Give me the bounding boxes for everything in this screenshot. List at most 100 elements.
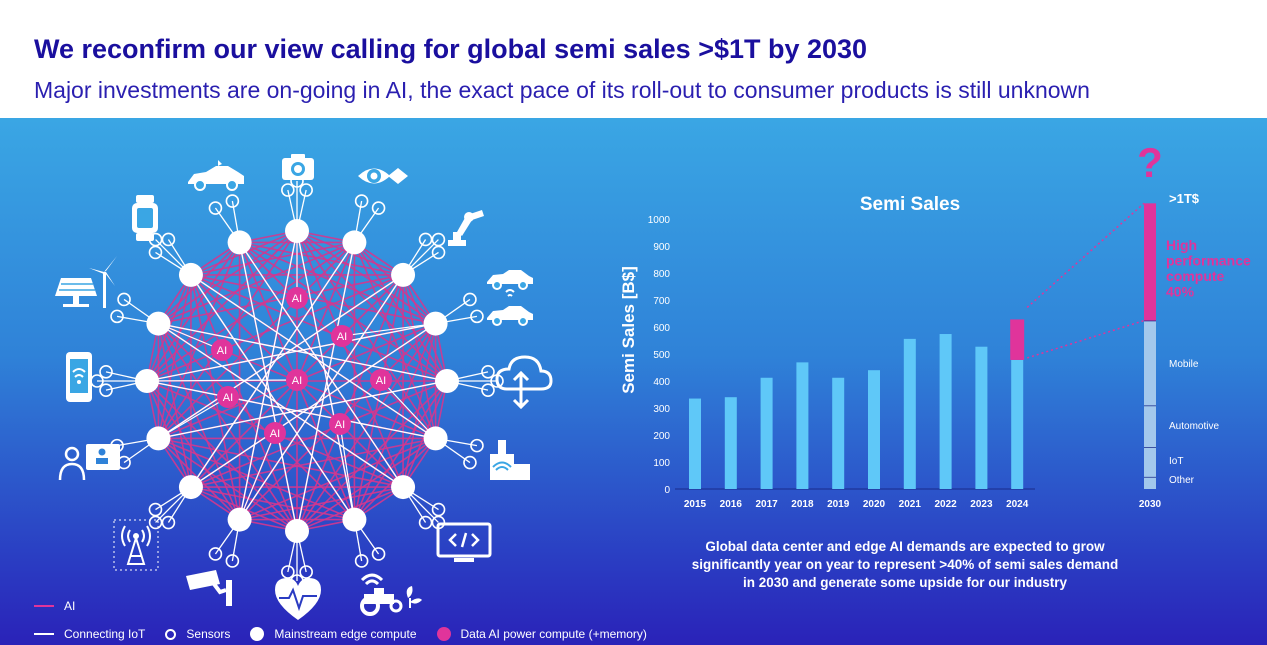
caption-line: Global data center and edge AI demands a… <box>705 539 1105 554</box>
sensor-node <box>208 201 223 215</box>
sensor-node <box>418 232 433 247</box>
sensor-node <box>281 565 295 579</box>
sensor-node <box>161 232 176 247</box>
sensor-node <box>225 554 240 568</box>
projection-top-label: >1T$ <box>1169 191 1200 206</box>
projection-segment-label: Mobile <box>1169 359 1199 370</box>
ai-node-label: AI <box>292 375 302 387</box>
code-screen-icon <box>436 522 492 562</box>
heart-rate-icon <box>275 578 321 620</box>
hpc-label: compute <box>1166 268 1225 284</box>
y-tick-label: 400 <box>653 377 670 388</box>
edge-compute-node <box>178 475 203 500</box>
edge-compute-node <box>423 426 448 451</box>
hpc-label: performance <box>1166 253 1251 269</box>
question-mark: ? <box>1137 139 1163 186</box>
factory-wifi-icon <box>490 440 530 480</box>
connected-cars-icon <box>487 270 533 326</box>
y-tick-label: 1000 <box>648 215 671 226</box>
y-tick-label: 100 <box>653 458 670 469</box>
x-tick-label: 2021 <box>899 499 922 510</box>
projection-segment-label: Automotive <box>1169 421 1219 432</box>
sensor-node <box>99 383 113 397</box>
edge-compute-node <box>227 507 252 532</box>
smartphone-icon <box>66 352 92 402</box>
edge-compute-node <box>227 230 252 255</box>
projection-segment <box>1144 320 1156 406</box>
cloud-icon <box>495 355 553 410</box>
sensor-node <box>299 183 313 197</box>
y-tick-label: 900 <box>653 242 670 253</box>
edge-compute-node <box>178 262 203 287</box>
legend-ai-swatch <box>34 605 54 607</box>
ai-node-label: AI <box>376 375 386 387</box>
sensor-node <box>371 201 386 215</box>
security-camera-icon <box>186 570 232 606</box>
sensor-node <box>354 194 369 208</box>
x-tick-label: 2022 <box>934 499 957 510</box>
edge-compute-node <box>135 369 159 393</box>
chart-caption: Global data center and edge AI demands a… <box>630 538 1180 592</box>
x-tick-label: 2016 <box>720 499 743 510</box>
projection-segment <box>1144 447 1156 477</box>
legend-connecting-iot-swatch <box>34 633 54 635</box>
edge-compute-node <box>285 219 309 243</box>
bar-2016 <box>724 397 737 489</box>
bar-2019 <box>832 377 845 489</box>
x-tick-label: 2015 <box>684 499 707 510</box>
edge-compute-node <box>391 475 416 500</box>
chart-y-axis-label: Semi Sales [B$] <box>619 266 638 394</box>
semi-sales-chart: Semi Sales Semi Sales [B$] 0 100 200 300 400… <box>619 139 1251 510</box>
projection-segment <box>1144 405 1156 448</box>
edge-compute-node <box>146 311 171 336</box>
edge-compute-node <box>342 507 367 532</box>
sensor-node <box>148 502 163 517</box>
ai-compute-node <box>331 325 353 347</box>
antenna-icon <box>113 519 159 571</box>
robot-arm-icon <box>448 210 484 246</box>
sensor-node <box>481 365 495 379</box>
sensor-node <box>99 365 113 379</box>
sensor-node <box>431 232 446 247</box>
ai-node-label: AI <box>217 345 227 357</box>
ai-node-label: AI <box>223 392 233 404</box>
sensor-node <box>299 565 313 579</box>
legend-data-ai-label: Data AI power compute (+memory) <box>460 627 647 641</box>
sensor-node <box>431 502 446 517</box>
ai-node-label: AI <box>292 293 302 305</box>
ai-compute-node <box>286 369 308 391</box>
bar-2022 <box>939 334 952 489</box>
sensor-node <box>418 515 433 530</box>
projection-segment-label: IoT <box>1169 456 1183 467</box>
sensor-node <box>148 515 163 530</box>
eye-icon <box>358 168 408 184</box>
legend-mainstream-label: Mainstream edge compute <box>274 627 417 641</box>
ai-compute-node <box>370 369 392 391</box>
wind-solar-icon <box>55 256 117 308</box>
bar-2021 <box>903 338 916 489</box>
bar-2024-ai-segment <box>1010 319 1025 360</box>
sensor-node <box>470 438 484 453</box>
sensor-node <box>371 547 386 561</box>
edge-compute-node <box>423 311 448 336</box>
legend-connecting-iot-label: Connecting IoT <box>64 627 146 641</box>
legend-ai: AI <box>34 599 75 613</box>
projection-segment <box>1144 476 1156 489</box>
sensor-node <box>431 245 446 260</box>
edge-compute-node <box>391 262 416 287</box>
sensor-node <box>110 309 124 324</box>
legend-data-ai-swatch <box>436 627 451 641</box>
ai-compute-node <box>286 287 308 309</box>
edge-compute-node <box>342 230 367 255</box>
x-tick-label: 2023 <box>970 499 993 510</box>
ai-compute-node <box>264 422 286 444</box>
bar-2023 <box>975 346 988 489</box>
hpc-label: 40% <box>1166 284 1195 300</box>
sensor-node <box>470 309 484 324</box>
edge-compute-node <box>146 426 171 451</box>
connector-line <box>1026 202 1145 308</box>
sensor-node <box>148 245 163 260</box>
legend: Connecting IoT Sensors Mainstream edge c… <box>34 627 647 641</box>
y-tick-label: 600 <box>653 323 670 334</box>
